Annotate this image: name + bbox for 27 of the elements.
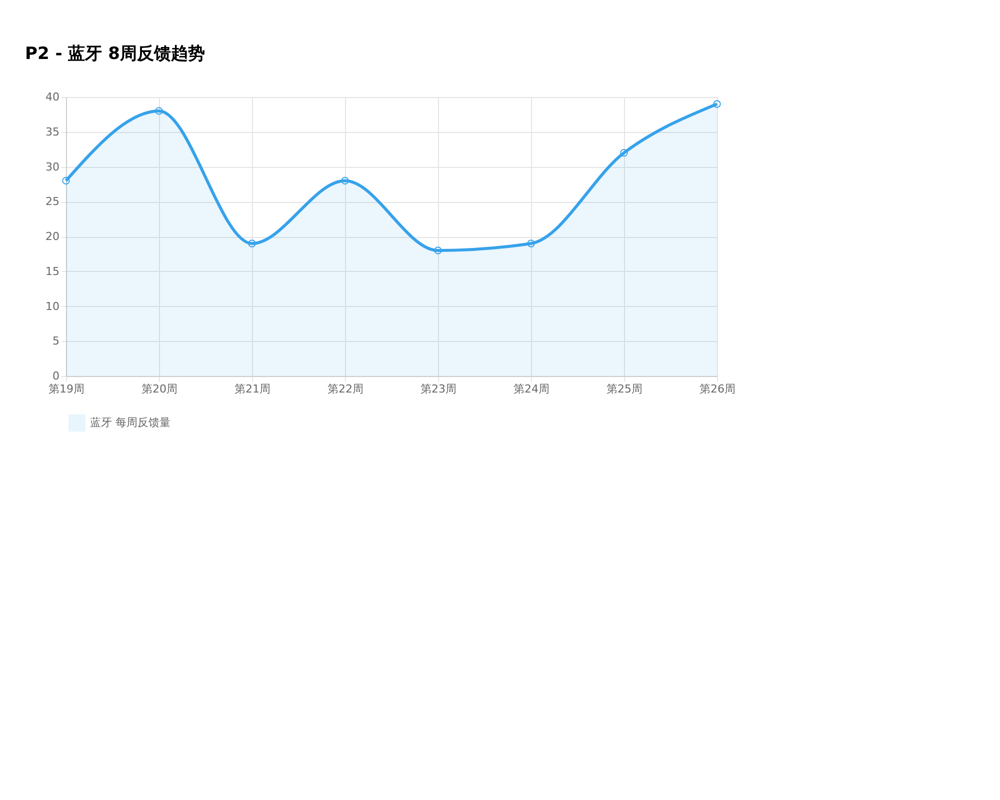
y-tick-label: 5 [52,334,60,348]
point [248,240,256,248]
point [155,107,163,115]
point [434,246,442,254]
x-tick-label: 第24周 [514,382,550,396]
y-tick-label: 15 [46,264,60,278]
y-tick-label: 10 [46,300,60,313]
point [341,176,349,185]
y-tick-label: 30 [46,160,60,174]
y-tick-label: 35 [46,125,60,138]
x-tick-label: 第21周 [234,382,270,396]
point [713,100,721,108]
x-tick-label: 第25周 [606,382,642,396]
x-tick-label: 第19周 [48,382,84,396]
y-tick-label: 25 [46,195,60,208]
point [620,148,628,157]
legend-label: 蓝牙 每周反馈量 [90,416,170,429]
y-tick-label: 20 [46,230,60,243]
y-tick-label: 0 [52,370,60,382]
x-tick-label: 第22周 [328,382,364,396]
point [527,240,535,248]
x-tick-label: 第20周 [142,382,178,396]
chart-title: P2 - 蓝牙 8周反馈趋势 [25,44,205,64]
point [62,176,70,185]
x-tick-label: 第26周 [700,382,736,396]
x-tick-label: 第23周 [420,382,456,396]
y-tick-label: 40 [46,90,60,104]
